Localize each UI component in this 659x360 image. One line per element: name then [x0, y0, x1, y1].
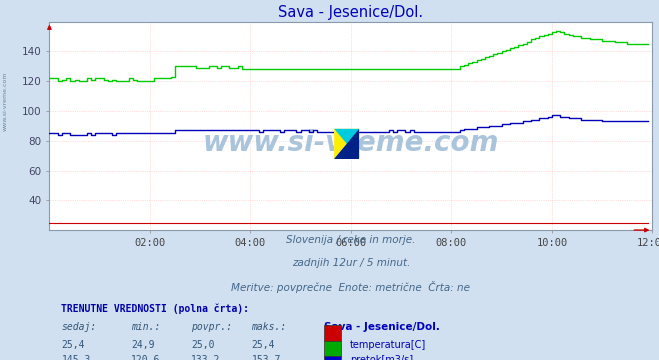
Text: 120,6: 120,6	[131, 355, 160, 360]
Text: 25,4: 25,4	[61, 340, 85, 350]
Text: zadnjih 12ur / 5 minut.: zadnjih 12ur / 5 minut.	[292, 258, 410, 268]
Text: 25,0: 25,0	[191, 340, 215, 350]
Polygon shape	[334, 129, 359, 159]
Text: 145,3: 145,3	[61, 355, 91, 360]
Text: maks.:: maks.:	[252, 322, 287, 332]
Text: Meritve: povprečne  Enote: metrične  Črta: ne: Meritve: povprečne Enote: metrične Črta:…	[231, 280, 471, 293]
Text: Sava - Jesenice/Dol.: Sava - Jesenice/Dol.	[324, 322, 440, 332]
Text: sedaj:: sedaj:	[61, 322, 97, 332]
Text: www.si-vreme.com: www.si-vreme.com	[203, 129, 499, 157]
Title: Sava - Jesenice/Dol.: Sava - Jesenice/Dol.	[278, 5, 424, 21]
Bar	[324, 325, 341, 341]
Text: 24,9: 24,9	[131, 340, 154, 350]
Text: Slovenija / reke in morje.: Slovenija / reke in morje.	[286, 235, 416, 245]
Text: pretok[m3/s]: pretok[m3/s]	[350, 355, 413, 360]
Bar	[324, 356, 341, 360]
Bar	[334, 129, 359, 159]
Text: www.si-vreme.com: www.si-vreme.com	[3, 71, 8, 131]
Text: min.:: min.:	[131, 322, 160, 332]
Polygon shape	[334, 129, 359, 159]
Polygon shape	[334, 129, 359, 159]
Text: 153,7: 153,7	[252, 355, 281, 360]
Text: povpr.:: povpr.:	[191, 322, 232, 332]
Text: 133,2: 133,2	[191, 355, 221, 360]
Text: temperatura[C]: temperatura[C]	[350, 340, 426, 350]
Bar	[324, 341, 341, 356]
Text: 25,4: 25,4	[252, 340, 275, 350]
Text: TRENUTNE VREDNOSTI (polna črta):: TRENUTNE VREDNOSTI (polna črta):	[61, 303, 250, 314]
